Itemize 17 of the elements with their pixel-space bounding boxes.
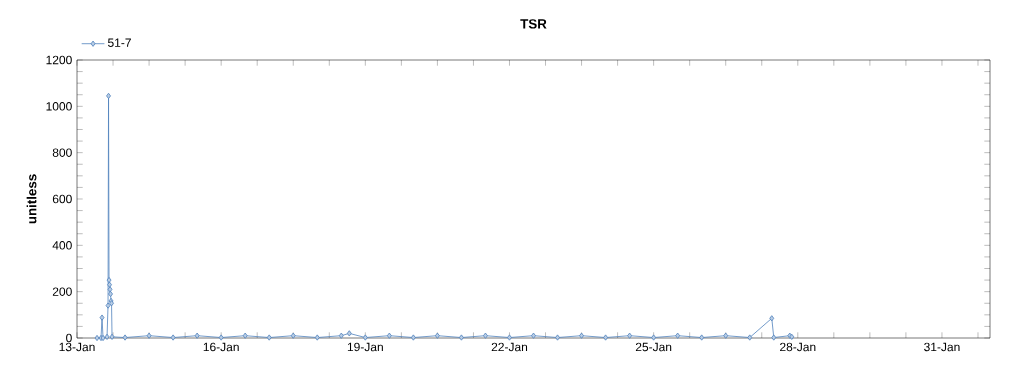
chart-title: TSR: [520, 19, 547, 29]
x-tick-label: 16-Jan: [203, 342, 239, 352]
legend-label: 51-7: [107, 38, 131, 47]
y-tick-label: 1200: [46, 55, 72, 65]
y-tick-label: 600: [52, 194, 72, 204]
y-tick-label: 200: [52, 287, 72, 296]
x-tick-label: 28-Jan: [780, 342, 816, 352]
x-tick-label: 19-Jan: [347, 342, 383, 352]
x-tick-label: 25-Jan: [635, 342, 672, 352]
y-tick-label: 400: [52, 241, 72, 250]
x-tick-label: 31-Jan: [924, 342, 960, 352]
y-tick-label: 1000: [46, 102, 72, 111]
y-tick-label: 0: [66, 333, 72, 343]
x-tick-label: 13-Jan: [59, 342, 95, 352]
y-axis-title: unitless: [26, 174, 37, 224]
y-tick-label: 800: [52, 148, 72, 157]
x-tick-label: 22-Jan: [491, 342, 528, 352]
